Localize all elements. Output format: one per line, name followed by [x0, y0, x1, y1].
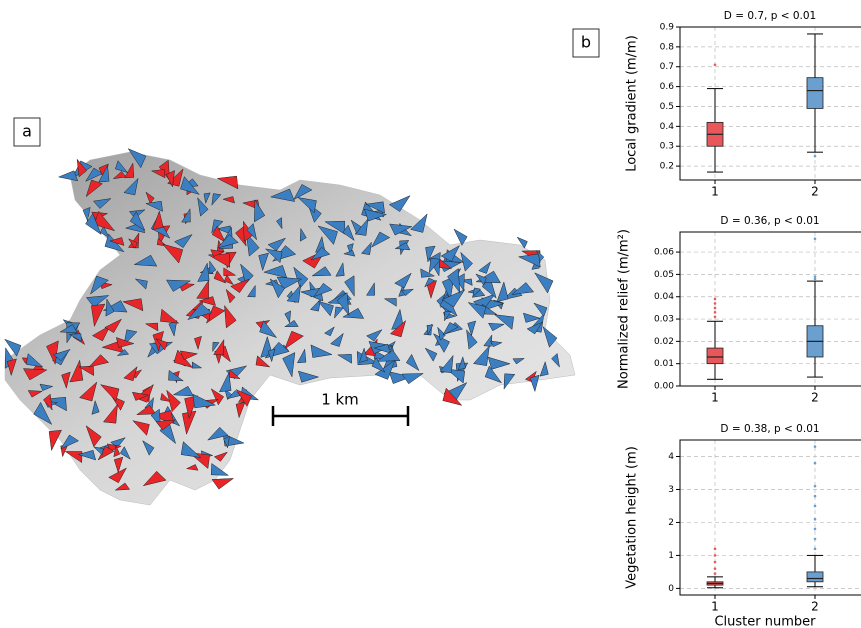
panel-label: b	[581, 33, 591, 52]
y-tick-label: 0.7	[660, 62, 674, 72]
chart-title: D = 0.7, p < 0.01	[724, 10, 816, 22]
x-tick-label: 1	[711, 185, 719, 199]
outlier	[814, 278, 817, 281]
y-tick-label: 2	[668, 518, 674, 528]
y-tick-label: 0.5	[660, 102, 674, 112]
map	[5, 149, 575, 505]
x-tick-label: 2	[811, 391, 819, 405]
box	[707, 348, 723, 364]
y-tick-label: 0.06	[654, 248, 674, 258]
y-tick-label: 0.00	[654, 382, 674, 392]
outlier	[814, 445, 817, 448]
chart-title: D = 0.36, p < 0.01	[720, 215, 819, 227]
y-tick-label: 0.03	[654, 315, 674, 325]
outlier	[714, 567, 717, 570]
x-axis-label: Cluster number	[714, 615, 816, 628]
panel-label: a	[22, 122, 32, 141]
scale-label: 1 km	[321, 391, 359, 409]
outlier	[714, 63, 717, 66]
y-tick-label: 0.05	[654, 270, 674, 280]
hollow	[65, 451, 82, 462]
x-tick-label: 1	[711, 600, 719, 614]
chart-title: D = 0.38, p < 0.01	[720, 423, 819, 435]
figure: a b 1 km D = 0.7, p < 0.01 Local gradient…	[0, 0, 861, 628]
axes-frame	[680, 440, 861, 595]
outlier	[714, 302, 717, 305]
box	[807, 78, 823, 109]
outlier	[714, 548, 717, 551]
hollow	[530, 375, 539, 391]
outlier	[814, 528, 817, 531]
outlier	[714, 311, 717, 314]
x-tick-label: 2	[811, 600, 819, 614]
outlier	[814, 155, 817, 158]
outlier	[814, 518, 817, 521]
y-tick-label: 4	[668, 452, 674, 462]
hollow	[402, 373, 423, 383]
y-tick-label: 0.02	[654, 337, 674, 347]
y-tick-label: 0	[668, 584, 674, 594]
outlier	[814, 538, 817, 541]
outlier	[814, 462, 817, 465]
y-tick-label: 0.2	[660, 162, 674, 172]
y-tick-label: 0.6	[660, 82, 675, 92]
y-tick-label: 0.4	[660, 122, 675, 132]
y-tick-label: 0.04	[654, 292, 674, 302]
outlier	[814, 505, 817, 508]
outlier	[714, 298, 717, 301]
outlier	[814, 237, 817, 240]
y-tick-label: 0.3	[660, 142, 674, 152]
y-tick-label: 0.01	[654, 359, 674, 369]
y-tick-label: 0.9	[660, 23, 675, 33]
hollow	[212, 478, 233, 489]
y-tick-label: 1	[668, 551, 674, 561]
outlier	[714, 561, 717, 564]
outlier	[714, 316, 717, 319]
x-tick-label: 1	[711, 391, 719, 405]
y-axis-label: Local gradient (m/m)	[625, 35, 640, 172]
box	[807, 572, 823, 582]
outlier	[814, 495, 817, 498]
outlier	[814, 548, 817, 551]
outlier	[814, 485, 817, 488]
outlier	[714, 572, 717, 575]
x-tick-label: 2	[811, 185, 819, 199]
y-axis-label: Normalized relief (m/m²)	[617, 229, 632, 389]
outlier	[714, 307, 717, 310]
outlier	[814, 275, 817, 278]
hollow	[49, 430, 61, 450]
scale-bar	[273, 406, 408, 426]
outlier	[714, 554, 717, 557]
y-tick-label: 0.8	[660, 42, 675, 52]
axes-frame	[680, 27, 861, 180]
y-tick-label: 3	[668, 485, 674, 495]
y-axis-label: Vegetation height (m)	[625, 446, 640, 589]
